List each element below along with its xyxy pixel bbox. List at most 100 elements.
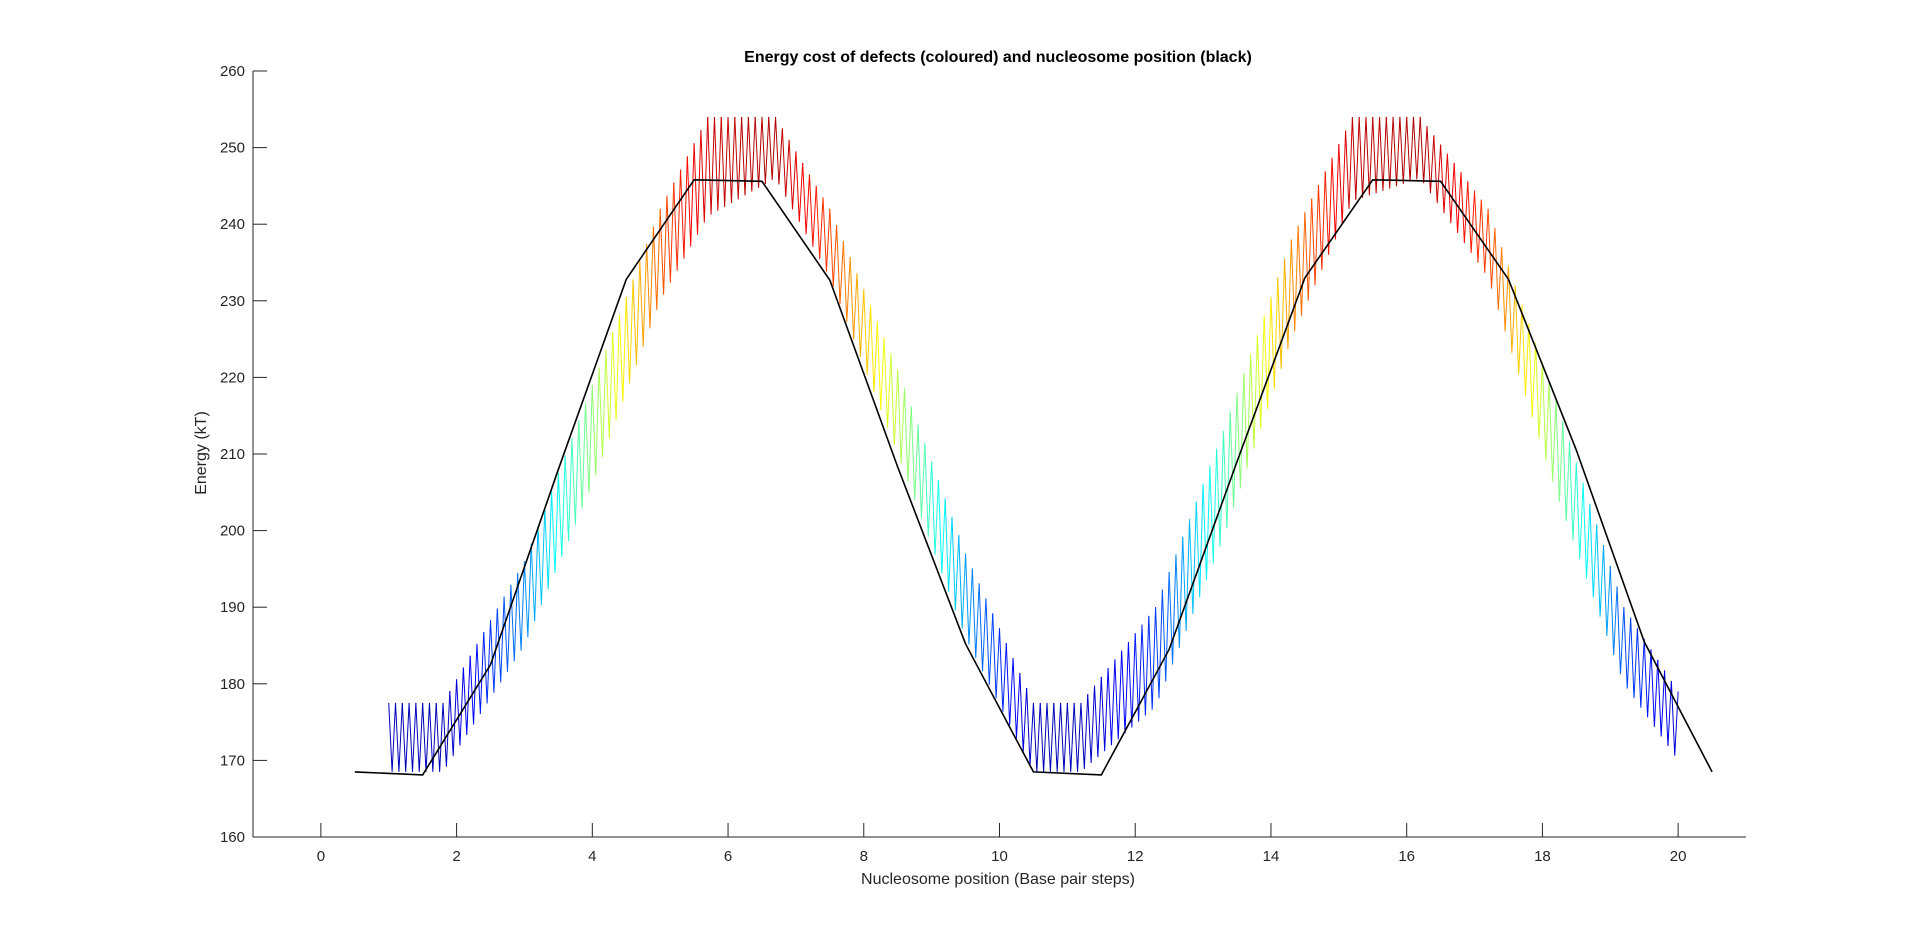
defect-oscillation-segment <box>1345 116 1353 209</box>
defect-oscillation-segment <box>700 116 709 223</box>
defect-oscillation-segment <box>659 195 668 295</box>
defect-oscillation-segment <box>815 185 824 260</box>
y-tick-label: 190 <box>220 599 245 616</box>
defect-oscillation-segment <box>1284 239 1292 350</box>
defect-oscillation-segment <box>551 473 559 574</box>
y-tick-label: 160 <box>220 829 245 846</box>
defect-oscillation-segment <box>428 702 437 772</box>
y-tick-label: 210 <box>220 446 245 463</box>
defect-oscillation-segment <box>971 568 980 658</box>
defect-oscillation-segment <box>1216 431 1224 547</box>
defect-oscillation-segment <box>625 279 634 384</box>
defect-oscillation-segment <box>1053 702 1062 772</box>
defect-oscillation-segment <box>1575 462 1584 560</box>
defect-oscillation-segment <box>646 226 654 329</box>
y-tick-label: 240 <box>220 216 245 233</box>
defect-oscillation-segment <box>401 702 410 772</box>
x-tick-label: 8 <box>860 848 868 865</box>
defect-oscillation-segment <box>1060 702 1068 772</box>
defect-oscillation-segment <box>422 702 430 772</box>
defect-oscillation-segment <box>1480 199 1489 273</box>
defect-oscillation-segment <box>1569 441 1577 541</box>
defect-oscillation-segment <box>1392 116 1401 187</box>
defect-oscillation-segment <box>523 543 532 638</box>
y-axis-label: Energy (kT) <box>193 411 210 495</box>
defect-oscillation-segment <box>1406 116 1414 182</box>
y-tick-label: 250 <box>220 140 245 157</box>
defect-oscillation-segment <box>1514 285 1523 375</box>
defect-oscillation-segment <box>1175 536 1184 648</box>
x-tick-label: 2 <box>452 848 460 865</box>
defect-oscillation-segment <box>863 289 872 375</box>
defect-oscillation-segment <box>632 261 641 366</box>
defect-oscillation-segment <box>937 480 946 574</box>
defect-oscillation-segment <box>442 691 451 767</box>
axes: 0 2 4 6 8 10 12 14 16 18 20 160 170 180 190 200 210 220 23… <box>220 63 1746 865</box>
defect-oscillation-segment <box>849 257 858 340</box>
defect-oscillation-segment <box>598 349 607 458</box>
defect-oscillation-segment <box>1562 421 1571 522</box>
defect-oscillation-segment <box>1467 181 1476 253</box>
defect-oscillation-segment <box>435 702 444 772</box>
defect-oscillation-segment <box>1121 641 1129 734</box>
defect-oscillation-segment <box>1290 225 1299 332</box>
defect-oscillation-segment <box>415 702 424 772</box>
defect-oscillation-segment <box>1650 649 1659 727</box>
y-tick-label: 260 <box>220 63 245 80</box>
defect-oscillation-segment <box>537 508 546 606</box>
defect-oscillation-segment <box>741 116 749 196</box>
defect-oscillation-segment <box>1609 565 1618 656</box>
defect-oscillation-segment <box>1141 615 1150 716</box>
defect-oscillation-segment <box>1501 247 1509 332</box>
defect-oscillation-segment <box>720 116 729 207</box>
defect-oscillation-segment <box>571 420 580 525</box>
defect-oscillation-segment <box>557 455 566 558</box>
defect-oscillation-segment <box>469 643 478 725</box>
defect-oscillation-segment <box>686 143 695 247</box>
defect-oscillation-segment <box>578 402 587 509</box>
defect-oscillation-segment <box>999 628 1007 712</box>
defect-oscillation-segment <box>992 613 1000 699</box>
defect-oscillation-segment <box>618 296 627 402</box>
defect-oscillation-segment <box>666 182 675 283</box>
defect-oscillation-segment <box>408 702 417 772</box>
defect-oscillation-segment <box>1385 116 1394 189</box>
defect-oscillation-segment <box>510 573 519 662</box>
defect-oscillation-segment <box>456 667 464 746</box>
defect-oscillation-segment <box>1589 503 1598 598</box>
defect-oscillation-segment <box>673 169 682 271</box>
defect-oscillation-segment <box>768 116 777 181</box>
defect-oscillation-segment <box>1256 316 1265 429</box>
defect-oscillation-segment <box>965 553 973 645</box>
defect-oscillation-segment <box>1657 659 1666 737</box>
y-tick-label: 220 <box>220 369 245 386</box>
defect-oscillation-segment <box>1426 126 1435 194</box>
defect-oscillation-segment <box>1412 116 1421 180</box>
defect-oscillation-segment <box>836 224 844 305</box>
chart-title: Energy cost of defects (coloured) and nu… <box>744 49 1252 66</box>
defect-oscillation-segment <box>652 208 661 311</box>
defect-oscillation-segment <box>639 244 648 347</box>
defect-oscillation-segment <box>1182 519 1191 631</box>
defect-oscillation-segment <box>1277 258 1286 369</box>
defect-oscillation-segment <box>1189 501 1197 615</box>
defect-oscillation-segment <box>1270 277 1279 389</box>
defect-oscillation-segment <box>490 608 498 693</box>
defect-oscillation-segment <box>1324 157 1333 255</box>
defect-oscillation-segment <box>483 620 492 704</box>
defect-oscillation-segment <box>944 498 953 592</box>
defect-oscillation-segment <box>1358 116 1367 198</box>
x-tick-label: 10 <box>991 848 1008 865</box>
defect-oscillation-segment <box>564 437 573 541</box>
defect-oscillation-segment <box>1236 373 1245 489</box>
defect-oscillation-segment <box>449 679 458 757</box>
defect-oscillation-segment <box>1317 171 1326 271</box>
defect-oscillation-segment <box>1073 702 1082 772</box>
defect-oscillation-segment <box>897 369 905 464</box>
defect-oscillation-segment <box>1087 685 1096 764</box>
defect-oscillation-segment <box>1114 650 1123 740</box>
defect-oscillation-segment <box>1304 198 1313 301</box>
defect-oscillation-segment <box>544 490 553 590</box>
defect-oscillation-segment <box>1365 116 1374 196</box>
